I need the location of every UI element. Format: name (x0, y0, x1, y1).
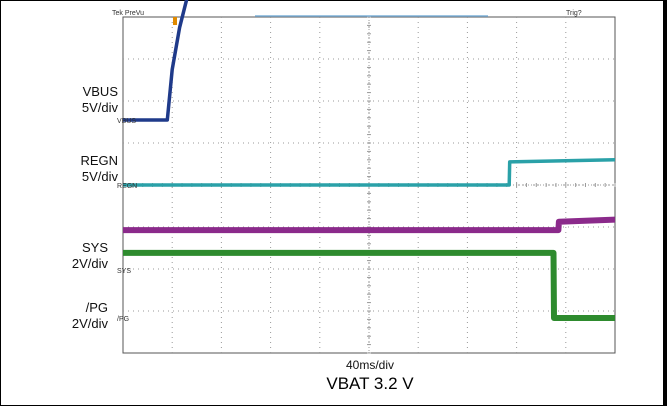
channel-scale: 5V/div (81, 100, 118, 115)
channel-label-regn: REGN 5V/div (40, 153, 118, 185)
timebase-label: 40ms/div (345, 358, 395, 372)
trace-vbus (123, 0, 189, 122)
channel-label-sys: SYS 2V/div (40, 240, 108, 272)
channel-ground-marker: SYS (117, 268, 131, 275)
channel-ground-marker: REGN (117, 183, 137, 190)
scope-status-left: Tek PreVu (112, 10, 145, 17)
channel-scale: 5V/div (81, 169, 118, 184)
trace-regn (123, 158, 616, 187)
trace-pg (123, 249, 615, 321)
channel-label-pg: /PG 2V/div (40, 300, 108, 332)
channel-name: REGN (80, 153, 118, 168)
frame-right-edge (663, 0, 666, 406)
channel-scale: 2V/div (71, 256, 108, 271)
scope-status-right: Trig? (566, 10, 582, 17)
channel-name: /PG (85, 300, 108, 315)
trace-sys (123, 216, 616, 234)
figure-caption: VBAT 3.2 V (326, 374, 414, 393)
channel-name: SYS (81, 240, 108, 255)
trigger-position-marker (173, 17, 177, 25)
channel-ground-marker: /PG (117, 316, 129, 323)
channel-ground-marker: VBUS (117, 118, 136, 125)
channel-name: VBUS (82, 84, 118, 99)
channel-scale: 2V/div (71, 316, 108, 331)
channel-label-vbus: VBUS 5V/div (40, 84, 118, 116)
